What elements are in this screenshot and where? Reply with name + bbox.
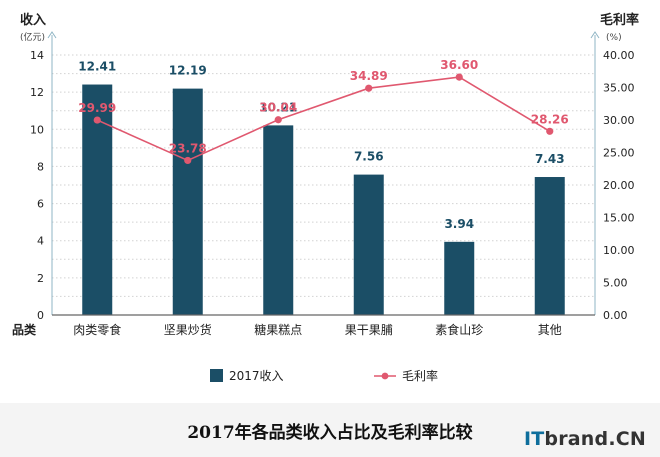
bar-2 bbox=[263, 125, 294, 315]
legend-bar-label: 2017收入 bbox=[229, 369, 284, 383]
legend-bar-swatch bbox=[210, 369, 223, 382]
axes: 0 2 4 6 8 10 12 14 0.00 5.00 10.00 15.00 20.00 25.00 3… bbox=[12, 12, 639, 337]
margin-point-4 bbox=[455, 73, 463, 81]
right-tick-label: 30.00 bbox=[603, 114, 635, 127]
left-tick-label: 2 bbox=[37, 272, 44, 285]
legend-line-marker bbox=[381, 372, 389, 380]
brand-logo: ITbrand.CN bbox=[523, 428, 646, 450]
right-tick-label: 0.00 bbox=[603, 309, 628, 322]
footer-band bbox=[0, 403, 660, 457]
category-label-2: 糖果糕点 bbox=[254, 322, 302, 337]
bar-label-1: 12.19 bbox=[169, 64, 207, 78]
margin-line bbox=[96, 76, 551, 162]
bar-4 bbox=[444, 241, 475, 315]
right-tick-label: 15.00 bbox=[603, 212, 635, 225]
right-tick-label: 20.00 bbox=[603, 179, 635, 192]
chart-canvas: 0 2 4 6 8 10 12 14 0.00 5.00 10.00 15.00 20.00 25.00 3… bbox=[12, 12, 639, 383]
bar-5 bbox=[534, 177, 565, 315]
chart-title: 2017年各品类收入占比及毛利率比较 bbox=[187, 423, 473, 443]
margin-point-1 bbox=[184, 156, 192, 165]
bar-label-2: 10.21 bbox=[259, 100, 297, 114]
margin-label-5: 28.26 bbox=[531, 112, 569, 126]
margin-point-2 bbox=[274, 116, 282, 124]
category-label-1: 坚果炒货 bbox=[164, 322, 212, 337]
data-labels: 12.41 12.19 10.21 7.56 3.94 7.43 29.99 23.78 30.… bbox=[78, 58, 568, 231]
right-axis-unit: (%) bbox=[606, 33, 622, 43]
bar-label-3: 7.56 bbox=[354, 150, 384, 164]
left-tick-label: 6 bbox=[37, 198, 44, 211]
grid-lines bbox=[52, 54, 595, 297]
bar-1 bbox=[172, 88, 203, 315]
margin-point-3 bbox=[365, 84, 373, 92]
margin-label-1: 23.78 bbox=[169, 141, 207, 155]
margin-label-3: 34.89 bbox=[350, 69, 388, 83]
bar-label-0: 12.41 bbox=[78, 60, 116, 74]
right-tick-label: 25.00 bbox=[603, 147, 635, 160]
bar-label-4: 3.94 bbox=[444, 217, 474, 231]
right-tick-label: 35.00 bbox=[603, 82, 635, 95]
left-axis-title: 收入 bbox=[20, 12, 46, 28]
left-axis-arrow bbox=[47, 31, 57, 39]
category-label-3: 果干果脯 bbox=[345, 323, 393, 337]
category-label-5: 其他 bbox=[538, 323, 562, 337]
margin-label-0: 29.99 bbox=[78, 101, 116, 115]
left-tick-label: 14 bbox=[30, 49, 44, 62]
legend: 2017收入 毛利率 bbox=[210, 368, 438, 383]
left-tick-label: 10 bbox=[30, 123, 44, 136]
x-axis-label: 品类 bbox=[12, 322, 37, 337]
bar-series bbox=[82, 84, 565, 316]
margin-label-2: 30.04 bbox=[259, 101, 297, 115]
margin-label-4: 36.60 bbox=[440, 58, 478, 72]
right-tick-label: 10.00 bbox=[603, 244, 635, 257]
bar-label-5: 7.43 bbox=[535, 152, 565, 166]
right-axis-arrow bbox=[590, 31, 600, 39]
right-axis-title: 毛利率 bbox=[600, 12, 639, 28]
right-tick-label: 5.00 bbox=[603, 277, 628, 290]
margin-point-5 bbox=[546, 127, 554, 135]
margin-point-0 bbox=[93, 116, 101, 124]
left-tick-label: 4 bbox=[37, 235, 44, 248]
left-tick-label: 8 bbox=[37, 160, 44, 173]
line-series bbox=[93, 73, 554, 165]
right-tick-label: 40.00 bbox=[603, 49, 635, 62]
legend-line-label: 毛利率 bbox=[402, 368, 438, 383]
category-label-0: 肉类零食 bbox=[73, 322, 121, 337]
left-axis-unit: (亿元) bbox=[20, 31, 45, 43]
bar-3 bbox=[353, 174, 384, 315]
left-tick-label: 12 bbox=[30, 86, 44, 99]
left-tick-label: 0 bbox=[37, 309, 44, 322]
category-label-4: 素食山珍 bbox=[435, 322, 483, 337]
